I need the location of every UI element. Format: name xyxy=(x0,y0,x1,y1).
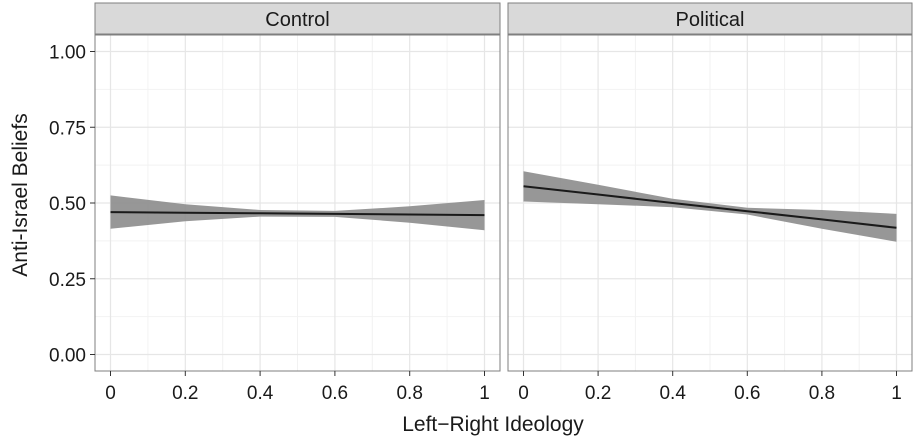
panel-border-political xyxy=(507,34,913,372)
facet-title-political: Political xyxy=(676,9,745,31)
y-tick-label: 0.50 xyxy=(49,194,86,215)
x-tick-label: 1 xyxy=(891,383,902,404)
panel-control: Control 0 0.2 0.4 0.6 0.8 1 xyxy=(94,2,501,404)
facet-title-control: Control xyxy=(265,9,329,31)
x-tick-label: 0.4 xyxy=(659,383,686,404)
y-tick-label: 0.00 xyxy=(49,346,86,367)
y-tick-label: 0.75 xyxy=(49,118,86,139)
x-axis-title: Left−Right Ideology xyxy=(402,413,584,436)
x-tick-label: 0.4 xyxy=(247,383,274,404)
x-tick-label: 0 xyxy=(518,383,529,404)
x-tick-label: 0 xyxy=(105,383,116,404)
y-tick-label: 1.00 xyxy=(49,43,86,64)
y-tick-label: 0.25 xyxy=(49,270,86,291)
x-tick-label: 0.6 xyxy=(734,383,760,404)
fit-line-political xyxy=(523,185,897,229)
x-tick-label: 0.8 xyxy=(396,383,422,404)
x-tick-label: 0.8 xyxy=(809,383,835,404)
x-tick-label: 0.2 xyxy=(585,383,611,404)
facet-strip-political xyxy=(507,2,913,35)
fit-line-control xyxy=(110,211,485,217)
y-axis-title: Anti-Israel Beliefs xyxy=(9,113,32,276)
x-tick-label: 0.6 xyxy=(322,383,348,404)
facet-strip-control xyxy=(94,2,501,35)
panel-political: Political 0 0.2 0.4 0.6 0.8 1 xyxy=(507,2,913,404)
x-tick-label: 0.2 xyxy=(172,383,198,404)
x-tick-label: 1 xyxy=(479,383,490,404)
